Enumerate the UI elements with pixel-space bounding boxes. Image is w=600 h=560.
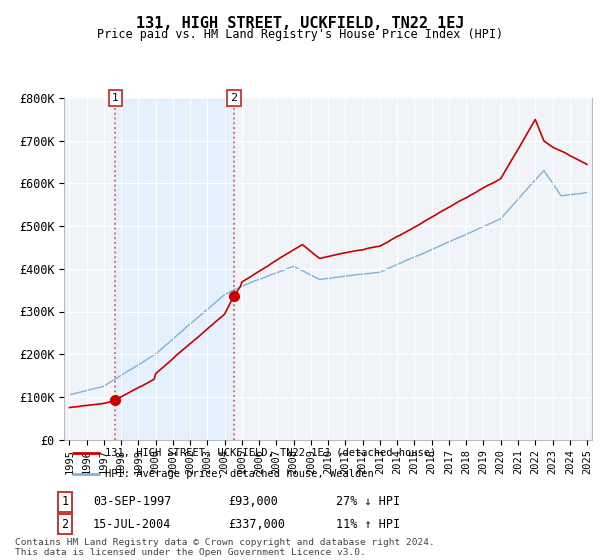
- Text: £93,000: £93,000: [228, 495, 278, 508]
- Text: 15-JUL-2004: 15-JUL-2004: [93, 517, 172, 531]
- Text: 2: 2: [230, 93, 238, 103]
- Text: 131, HIGH STREET, UCKFIELD, TN22 1EJ (detached house): 131, HIGH STREET, UCKFIELD, TN22 1EJ (de…: [105, 448, 436, 458]
- Text: 1: 1: [61, 495, 68, 508]
- Text: 131, HIGH STREET, UCKFIELD, TN22 1EJ: 131, HIGH STREET, UCKFIELD, TN22 1EJ: [136, 16, 464, 31]
- Text: Price paid vs. HM Land Registry's House Price Index (HPI): Price paid vs. HM Land Registry's House …: [97, 28, 503, 41]
- Text: 1: 1: [112, 93, 119, 103]
- Text: 11% ↑ HPI: 11% ↑ HPI: [336, 517, 400, 531]
- Text: £337,000: £337,000: [228, 517, 285, 531]
- Text: 2: 2: [61, 517, 68, 531]
- Text: Contains HM Land Registry data © Crown copyright and database right 2024.
This d: Contains HM Land Registry data © Crown c…: [15, 538, 435, 557]
- Text: 27% ↓ HPI: 27% ↓ HPI: [336, 495, 400, 508]
- Text: HPI: Average price, detached house, Wealden: HPI: Average price, detached house, Weal…: [105, 469, 374, 479]
- Bar: [115, 98, 234, 440]
- Text: 03-SEP-1997: 03-SEP-1997: [93, 495, 172, 508]
